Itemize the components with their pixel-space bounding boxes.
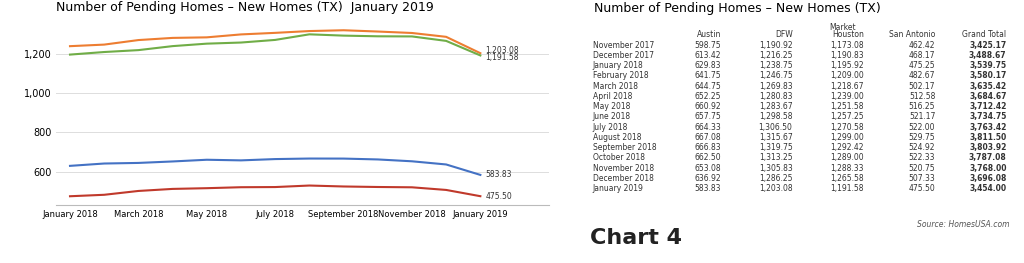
Austin <box>338 157 350 160</box>
Austin <box>167 160 179 163</box>
Austin <box>406 160 418 163</box>
DFW <box>201 36 213 39</box>
Houston <box>234 41 247 44</box>
Houston <box>269 38 282 42</box>
Line: San Antonio: San Antonio <box>70 185 480 196</box>
Line: Houston: Houston <box>70 34 480 55</box>
San Antonio <box>63 195 76 198</box>
Text: Source: HomesUSA.com: Source: HomesUSA.com <box>916 220 1010 229</box>
Text: Chart 4: Chart 4 <box>590 227 682 247</box>
San Antonio <box>440 188 453 191</box>
Austin <box>234 159 247 162</box>
Text: 1,203.08: 1,203.08 <box>485 46 519 55</box>
Austin <box>98 162 111 165</box>
DFW <box>406 31 418 34</box>
San Antonio <box>234 186 247 189</box>
Austin <box>372 158 384 161</box>
Houston <box>372 35 384 38</box>
DFW <box>372 30 384 33</box>
DFW <box>132 38 144 42</box>
San Antonio <box>303 184 315 187</box>
Text: Market: Market <box>829 23 856 32</box>
DFW <box>63 45 76 48</box>
San Antonio <box>269 185 282 189</box>
San Antonio <box>201 187 213 190</box>
DFW <box>303 29 315 33</box>
Austin <box>201 158 213 161</box>
DFW <box>167 36 179 39</box>
Austin <box>440 163 453 166</box>
Houston <box>98 50 111 54</box>
DFW <box>234 33 247 36</box>
DFW <box>98 43 111 46</box>
San Antonio <box>132 189 144 193</box>
Houston <box>132 49 144 52</box>
DFW <box>338 29 350 32</box>
Austin <box>269 158 282 161</box>
DFW <box>269 31 282 34</box>
Text: 1,191.58: 1,191.58 <box>485 53 519 62</box>
Text: Number of Pending Homes – New Homes (TX)  January 2019: Number of Pending Homes – New Homes (TX)… <box>56 2 434 14</box>
Austin <box>63 164 76 168</box>
Text: 475.50: 475.50 <box>485 192 512 201</box>
Houston <box>201 42 213 45</box>
Line: Austin: Austin <box>70 159 480 175</box>
San Antonio <box>372 185 384 189</box>
Houston <box>440 39 453 43</box>
Austin <box>132 161 144 165</box>
San Antonio <box>338 185 350 188</box>
San Antonio <box>98 193 111 196</box>
DFW <box>440 35 453 38</box>
Text: 583.83: 583.83 <box>485 170 512 179</box>
San Antonio <box>406 186 418 189</box>
Houston <box>338 34 350 37</box>
Austin <box>474 173 486 176</box>
Houston <box>303 33 315 36</box>
Text: Number of Pending Homes – New Homes (TX): Number of Pending Homes – New Homes (TX) <box>594 2 881 15</box>
San Antonio <box>167 187 179 190</box>
Houston <box>474 54 486 57</box>
Line: DFW: DFW <box>70 30 480 53</box>
Houston <box>167 44 179 48</box>
San Antonio <box>474 195 486 198</box>
DFW <box>474 52 486 55</box>
Houston <box>406 35 418 38</box>
Austin <box>303 157 315 160</box>
Houston <box>63 53 76 56</box>
